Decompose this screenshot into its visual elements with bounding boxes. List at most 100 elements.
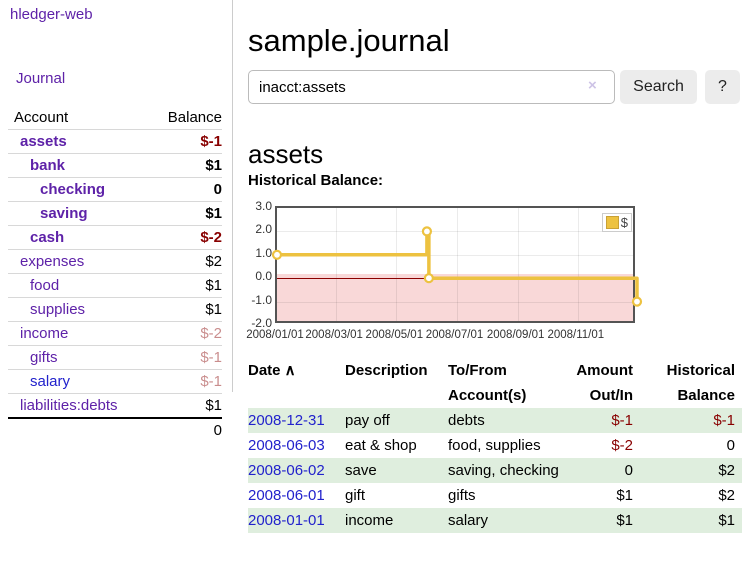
x-axis-tick-label: 2008/03/01 — [305, 329, 363, 341]
register-column-header[interactable]: Date ∧ — [248, 362, 296, 379]
transaction-description: gift — [345, 487, 366, 504]
account-balance: $2 — [205, 253, 222, 270]
transaction-description: eat & shop — [345, 437, 417, 454]
account-title: assets — [248, 138, 324, 169]
account-row: cash $-2 — [8, 225, 222, 249]
data-point-marker — [631, 296, 643, 307]
x-axis-tick-label: 2008/09/01 — [486, 329, 545, 341]
search-form: × Search ? — [248, 70, 742, 104]
account-link[interactable]: cash — [30, 229, 65, 246]
register-row: 2008-12-31 pay off debts $-1 $-1 — [248, 408, 742, 433]
account-balance: $1 — [205, 205, 222, 222]
x-axis-tick-label: 2008/05/01 — [365, 329, 424, 341]
y-axis-tick-label: -2.0 — [251, 316, 272, 330]
sidebar-item-journal[interactable]: Journal — [16, 70, 66, 87]
account-link[interactable]: assets — [20, 133, 67, 150]
y-axis-tick-label: 0.0 — [255, 269, 272, 284]
transaction-date-link[interactable]: 2008-06-02 — [248, 462, 325, 479]
account-link[interactable]: liabilities:debts — [20, 397, 118, 414]
account-link[interactable]: gifts — [30, 349, 58, 366]
transaction-amount: 0 — [624, 462, 633, 479]
account-row: supplies $1 — [8, 297, 222, 321]
account-link[interactable]: expenses — [20, 253, 85, 270]
account-balance: $1 — [205, 397, 222, 414]
chart-heading: Historical Balance: — [248, 172, 384, 189]
transaction-amount: $-2 — [611, 437, 633, 454]
account-link[interactable]: checking — [40, 181, 106, 198]
register-column-header[interactable]: Historical Balance — [666, 362, 735, 404]
register-column-header[interactable]: Description — [345, 362, 428, 379]
register-column-header[interactable]: Amount Out/In — [576, 362, 633, 404]
search-button[interactable]: Search — [620, 70, 697, 104]
transaction-date-link[interactable]: 2008-06-01 — [248, 487, 325, 504]
account-balance: $-2 — [200, 325, 222, 342]
historical-balance-chart: $ 3.0 2.0 1.0 0.0 -1.0 -2.0 2008/01/01 2008/03/… — [246, 199, 742, 342]
register-row: 2008-06-01 gift gifts $1 $2 — [248, 483, 742, 508]
account-link[interactable]: salary — [30, 373, 71, 390]
search-input[interactable] — [248, 70, 615, 104]
account-link[interactable]: income — [20, 325, 69, 342]
account-balance: $-2 — [200, 229, 222, 246]
clear-search-icon[interactable]: × — [588, 77, 597, 94]
y-axis-tick-label: 2.0 — [255, 222, 272, 237]
register-table: Date ∧ Description To/From Account(s) Amoun… — [248, 358, 742, 533]
transaction-date-link[interactable]: 2008-06-03 — [248, 437, 325, 454]
transaction-accounts: salary — [448, 512, 489, 529]
register-column-header[interactable]: To/From Account(s) — [448, 362, 527, 404]
accounts-total-value: 0 — [213, 422, 222, 439]
account-balance: $-1 — [200, 133, 222, 150]
page-title: sample.journal — [248, 22, 450, 58]
legend-swatch — [605, 216, 619, 229]
account-balance: $-1 — [200, 373, 222, 390]
transaction-balance: $1 — [718, 512, 735, 529]
accounts-total-row: 0 — [8, 417, 222, 442]
transaction-balance: 0 — [726, 437, 735, 454]
transaction-accounts: saving, checking — [448, 462, 559, 479]
balance-series — [271, 226, 643, 307]
account-link[interactable]: bank — [30, 157, 66, 174]
app-brand-link[interactable]: hledger-web — [10, 6, 93, 23]
transaction-accounts: gifts — [448, 487, 476, 504]
account-balance: $1 — [205, 277, 222, 294]
register-row: 2008-06-03 eat & shop food, supplies $-2 0 — [248, 433, 742, 458]
account-link[interactable]: food — [30, 277, 60, 294]
data-point-marker — [421, 226, 433, 237]
transaction-description: income — [345, 512, 394, 529]
help-button[interactable]: ? — [705, 70, 740, 104]
account-row: liabilities:debts $1 — [8, 393, 222, 417]
negative-region-fill — [277, 274, 633, 321]
y-axis-tick-label: 3.0 — [255, 199, 272, 213]
data-point-marker — [423, 273, 434, 284]
accounts-table-header: Account Balance — [8, 106, 222, 129]
register-table-body: 2008-12-31 pay off debts $-1 $-1 2008-06-03 ea… — [248, 408, 742, 533]
transaction-amount: $1 — [616, 487, 633, 504]
account-row: income $-2 — [8, 321, 222, 345]
account-row: gifts $-1 — [8, 345, 222, 369]
y-axis-tick-label: 1.0 — [255, 245, 272, 260]
transaction-balance: $2 — [718, 462, 735, 479]
account-row: food $1 — [8, 273, 222, 297]
transaction-amount: $-1 — [611, 412, 633, 429]
transaction-description: pay off — [345, 412, 390, 429]
data-point-marker — [271, 249, 283, 260]
chart-plot: $ — [271, 206, 643, 323]
account-row: bank $1 — [8, 153, 222, 177]
legend-label: $ — [620, 215, 628, 230]
y-axis-tick-label: -1.0 — [251, 292, 272, 307]
account-row: salary $-1 — [8, 369, 222, 393]
register-row: 2008-06-02 save saving, checking 0 $2 — [248, 458, 742, 483]
accounts-header-balance: Balance — [167, 109, 222, 126]
account-balance: $-1 — [200, 349, 222, 366]
transaction-date-link[interactable]: 2008-12-31 — [248, 412, 325, 429]
accounts-header-account: Account — [14, 109, 69, 126]
x-axis-tick-label: 2008/11/01 — [547, 329, 605, 341]
account-link[interactable]: supplies — [30, 301, 86, 318]
chart-legend: $ — [601, 213, 632, 232]
transaction-date-link[interactable]: 2008-01-01 — [248, 512, 325, 529]
account-link[interactable]: saving — [40, 205, 88, 222]
x-axis-tick-label: 2008/01/01 — [246, 329, 304, 341]
account-row: saving $1 — [8, 201, 222, 225]
transaction-balance: $-1 — [713, 412, 735, 429]
x-axis-tick-label: 2008/07/01 — [425, 329, 484, 341]
transaction-balance: $2 — [718, 487, 735, 504]
